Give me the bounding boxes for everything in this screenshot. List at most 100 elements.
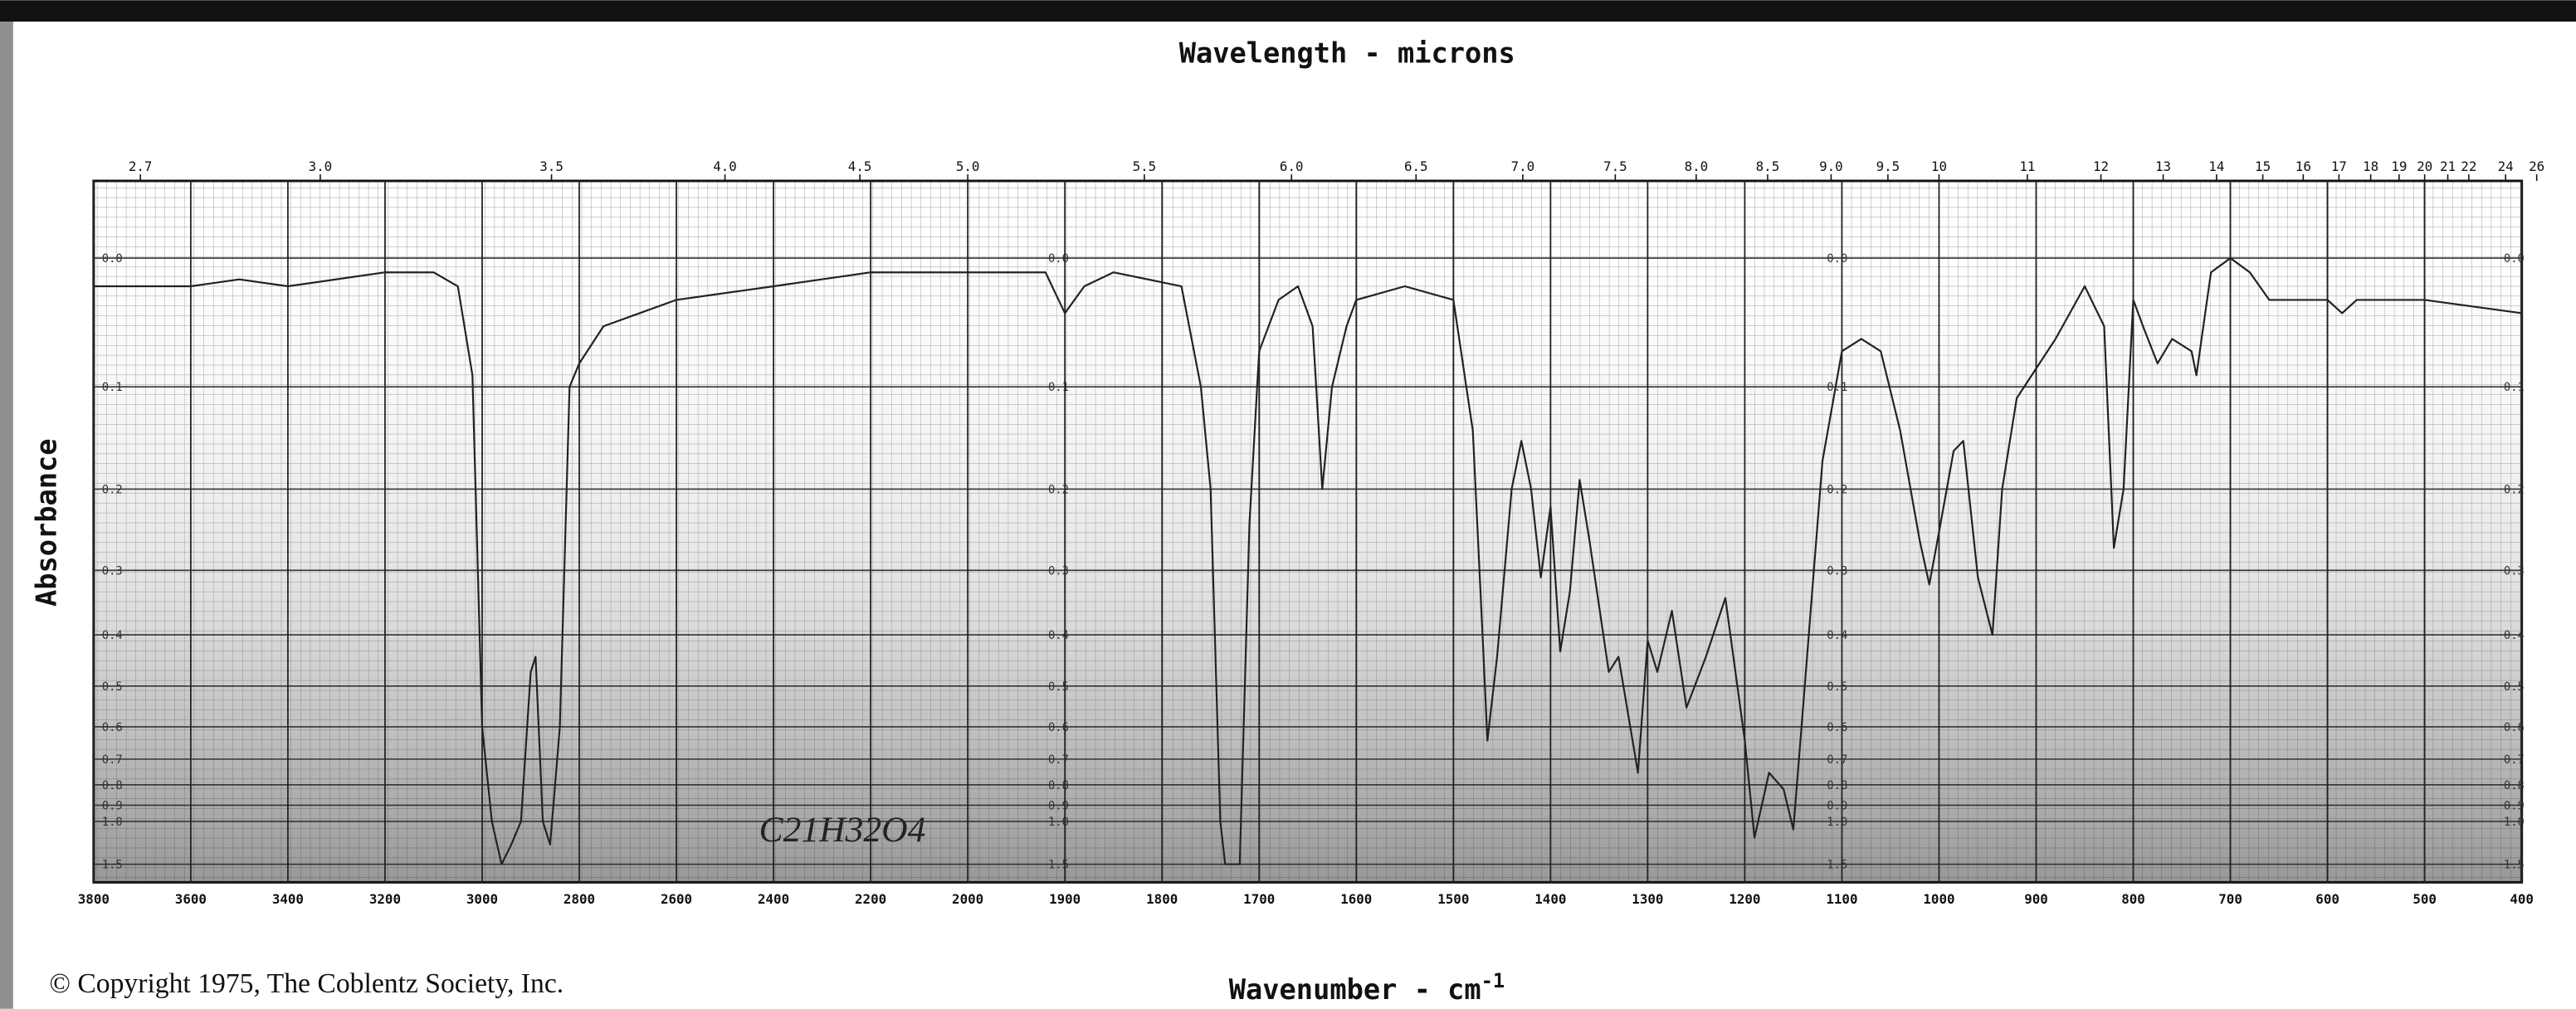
y-tick-label: 0.4 [1048,629,1069,642]
x2-tick-label: 18 [2363,158,2378,174]
x-tick-label: 2000 [952,891,983,907]
x2-tick-label: 11 [2019,158,2035,174]
x-axis-label: Wavenumber - cm-1 [1229,969,1505,1006]
chart-title: Wavelength - microns [1179,37,1515,69]
y-tick-label: 0.6 [1827,721,1847,734]
x-tick-label: 1300 [1632,891,1663,907]
x2-tick-label: 5.5 [1133,158,1157,174]
x-tick-label: 600 [2315,891,2339,907]
x2-tick-label: 10 [1931,158,1947,174]
y-tick-label: 0.5 [1048,680,1069,694]
x2-tick-label: 13 [2155,158,2171,174]
x-tick-label: 1400 [1534,891,1566,907]
x2-tick-label: 3.0 [309,158,333,174]
x2-tick-label: 14 [2208,158,2224,174]
x2-tick-label: 4.5 [848,158,872,174]
x-tick-label: 500 [2413,891,2437,907]
y-tick-label: 0.4 [2504,629,2525,642]
x-tick-label: 1900 [1049,891,1081,907]
copyright: © Copyright 1975, The Coblentz Society, … [49,968,564,999]
y-tick-label: 0.5 [2504,680,2525,694]
y-tick-label: 0.8 [2504,779,2525,792]
y-tick-label: 1.0 [102,816,123,829]
x-tick-label: 2800 [564,891,595,907]
left-edge [0,22,13,1009]
y-tick-label: 0.3 [1048,564,1069,578]
y-tick-label: 0.7 [1827,753,1847,767]
x2-tick-label: 21 [2440,158,2456,174]
y-tick-label: 1.0 [2504,816,2525,829]
x2-tick-label: 8.0 [1685,158,1709,174]
y-tick-label: 0.2 [2504,483,2525,496]
y-tick-label: 1.0 [1827,816,1847,829]
y-tick-label: 0.0 [102,252,123,266]
x-tick-label: 400 [2510,891,2534,907]
top-band [0,0,2576,22]
y-tick-label: 0.1 [102,381,123,394]
y-tick-label: 0.7 [1048,753,1069,767]
y-tick-label: 1.0 [1048,816,1069,829]
x-tick-label: 1700 [1243,891,1275,907]
x-axis-label-text: Wavenumber - cm [1229,973,1481,1006]
x-tick-label: 1100 [1826,891,1857,907]
x-tick-label: 900 [2024,891,2048,907]
y-tick-label: 0.1 [2504,381,2525,394]
x-tick-label: 3000 [466,891,498,907]
y-tick-label: 1.5 [1827,858,1847,871]
y-tick-label: 0.9 [2504,799,2525,812]
y-tick-label: 0.6 [2504,721,2525,734]
y-tick-label: 0.0 [2504,252,2525,266]
y-tick-label: 0.0 [1048,252,1069,266]
x2-tick-label: 7.0 [1511,158,1535,174]
x-tick-label: 1200 [1729,891,1760,907]
x-axis-label-sup: -1 [1481,969,1505,992]
x2-tick-label: 2.7 [129,158,153,174]
x2-tick-label: 12 [2093,158,2109,174]
y-tick-label: 0.2 [1827,483,1847,496]
x-tick-label: 2400 [758,891,789,907]
x-tick-label: 700 [2218,891,2242,907]
y-axis-label: Absorbance [30,439,62,607]
y-tick-label: 0.9 [1827,799,1847,812]
x-tick-label: 800 [2121,891,2145,907]
y-tick-label: 0.9 [1048,799,1069,812]
x2-tick-label: 26 [2529,158,2544,174]
x2-tick-label: 6.0 [1280,158,1304,174]
y-tick-label: 0.0 [1827,252,1847,266]
x2-tick-label: 7.5 [1603,158,1627,174]
x2-tick-label: 6.5 [1404,158,1428,174]
x-tick-label: 1800 [1146,891,1178,907]
y-tick-label: 0.5 [102,680,123,694]
y-tick-label: 0.1 [1827,381,1847,394]
y-tick-label: 1.5 [102,858,123,871]
y-tick-label: 0.9 [102,799,123,812]
x-tick-label: 3200 [369,891,401,907]
y-tick-label: 0.1 [1048,381,1069,394]
x2-tick-label: 19 [2391,158,2407,174]
x-tick-label: 2200 [855,891,886,907]
x2-tick-label: 17 [2331,158,2347,174]
y-tick-label: 0.6 [102,721,123,734]
x-tick-label: 3800 [78,891,110,907]
y-tick-label: 0.7 [2504,753,2525,767]
x2-tick-label: 3.5 [539,158,564,174]
x2-tick-label: 24 [2498,158,2514,174]
y-tick-label: 1.5 [2504,858,2525,871]
x-tick-label: 2600 [661,891,692,907]
y-tick-label: 0.2 [102,483,123,496]
x2-tick-label: 9.5 [1876,158,1900,174]
x2-tick-label: 9.0 [1819,158,1843,174]
y-tick-label: 0.5 [1827,680,1847,694]
x2-tick-label: 15 [2255,158,2271,174]
y-tick-label: 0.3 [1827,564,1847,578]
y-tick-label: 0.8 [1048,779,1069,792]
y-tick-label: 0.4 [1827,629,1847,642]
spectrum-line [93,256,2522,865]
x2-tick-label: 4.0 [713,158,737,174]
y-tick-label: 0.8 [102,779,123,792]
x2-tick-label: 16 [2295,158,2311,174]
y-tick-label: 1.5 [1048,858,1069,871]
y-tick-label: 0.8 [1827,779,1847,792]
